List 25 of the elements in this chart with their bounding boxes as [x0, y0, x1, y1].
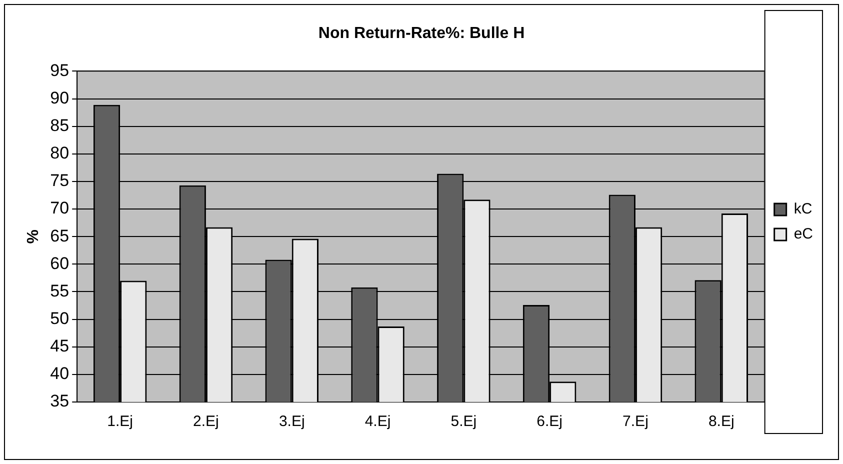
y-tick-label: 65 — [50, 226, 70, 246]
y-tick-label: 55 — [50, 281, 70, 300]
legend-label: eC — [794, 226, 814, 243]
y-tick-label: 80 — [50, 144, 70, 163]
y-axis-title: % — [25, 229, 42, 244]
x-tick-label: 3.Ej — [278, 413, 305, 430]
y-tick-label: 40 — [50, 364, 70, 384]
y-tick-label: 75 — [50, 171, 70, 190]
x-tick-label: 2.Ej — [193, 413, 219, 430]
x-tick-label: 5.Ej — [450, 413, 477, 430]
y-tick-label: 50 — [50, 308, 70, 328]
x-tick-label: 1.Ej — [107, 413, 133, 430]
x-tick-label: 7.Ej — [622, 413, 648, 430]
y-tick-label: 70 — [50, 198, 70, 218]
legend-label: kC — [794, 200, 812, 218]
y-tick-label: 45 — [50, 336, 70, 356]
y-tick-label: 60 — [50, 254, 70, 273]
y-tick-label: 95 — [50, 60, 70, 80]
x-tick-label: 8.Ej — [708, 413, 734, 430]
y-tick-label: 90 — [50, 88, 70, 108]
x-tick-label: 6.Ej — [536, 413, 562, 430]
y-tick-label: 85 — [50, 116, 70, 136]
chart-title: Non Return-Rate%: Bulle H — [318, 25, 525, 42]
y-tick-label: 35 — [50, 392, 70, 411]
x-tick-label: 4.Ej — [364, 413, 391, 430]
